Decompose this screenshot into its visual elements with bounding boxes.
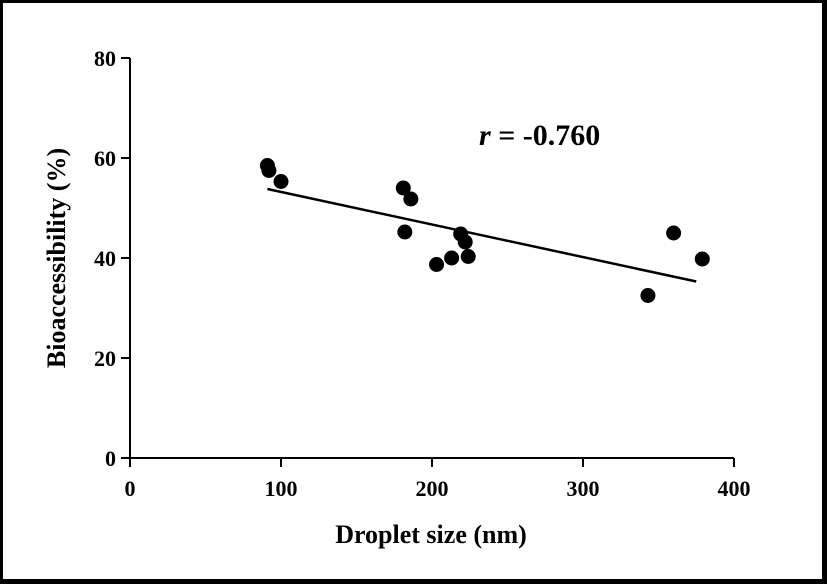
data-point <box>460 249 476 264</box>
correlation-annotation: r = -0.760 <box>479 119 600 152</box>
x-axis-title: Droplet size (nm) <box>335 520 527 549</box>
x-tick-label: 100 <box>265 476 298 501</box>
x-tick-label: 0 <box>125 476 136 501</box>
data-point <box>397 224 413 240</box>
axes <box>129 58 734 459</box>
y-tick-label: 60 <box>94 146 116 171</box>
y-tick-label: 80 <box>94 46 116 71</box>
trendline-group <box>267 187 697 283</box>
data-point <box>666 225 682 241</box>
data-point <box>457 234 473 250</box>
y-tick-label: 20 <box>94 346 116 371</box>
ticks: 0 100 200 300 400 0 20 40 60 80 <box>94 46 751 501</box>
data-point <box>694 251 710 267</box>
data-point <box>429 257 445 272</box>
x-tick-label: 400 <box>718 476 751 501</box>
data-point <box>640 288 656 303</box>
data-point <box>444 250 460 266</box>
x-tick-label: 300 <box>567 476 600 501</box>
data-point <box>261 163 277 178</box>
data-points <box>259 158 710 303</box>
data-point <box>403 191 419 207</box>
data-point <box>395 180 411 196</box>
y-tick-label: 0 <box>105 446 116 471</box>
data-point <box>273 174 289 189</box>
y-axis-title: Bioaccessibility (%) <box>42 148 71 368</box>
correlation-variable: r <box>479 119 491 152</box>
x-tick-label: 200 <box>416 476 449 501</box>
correlation-value: = -0.760 <box>491 119 601 152</box>
trendline <box>267 187 697 283</box>
y-tick-label: 40 <box>94 246 116 271</box>
scatter-chart: 0 100 200 300 400 0 20 40 60 80 Droplet size (nm)… <box>42 46 751 549</box>
